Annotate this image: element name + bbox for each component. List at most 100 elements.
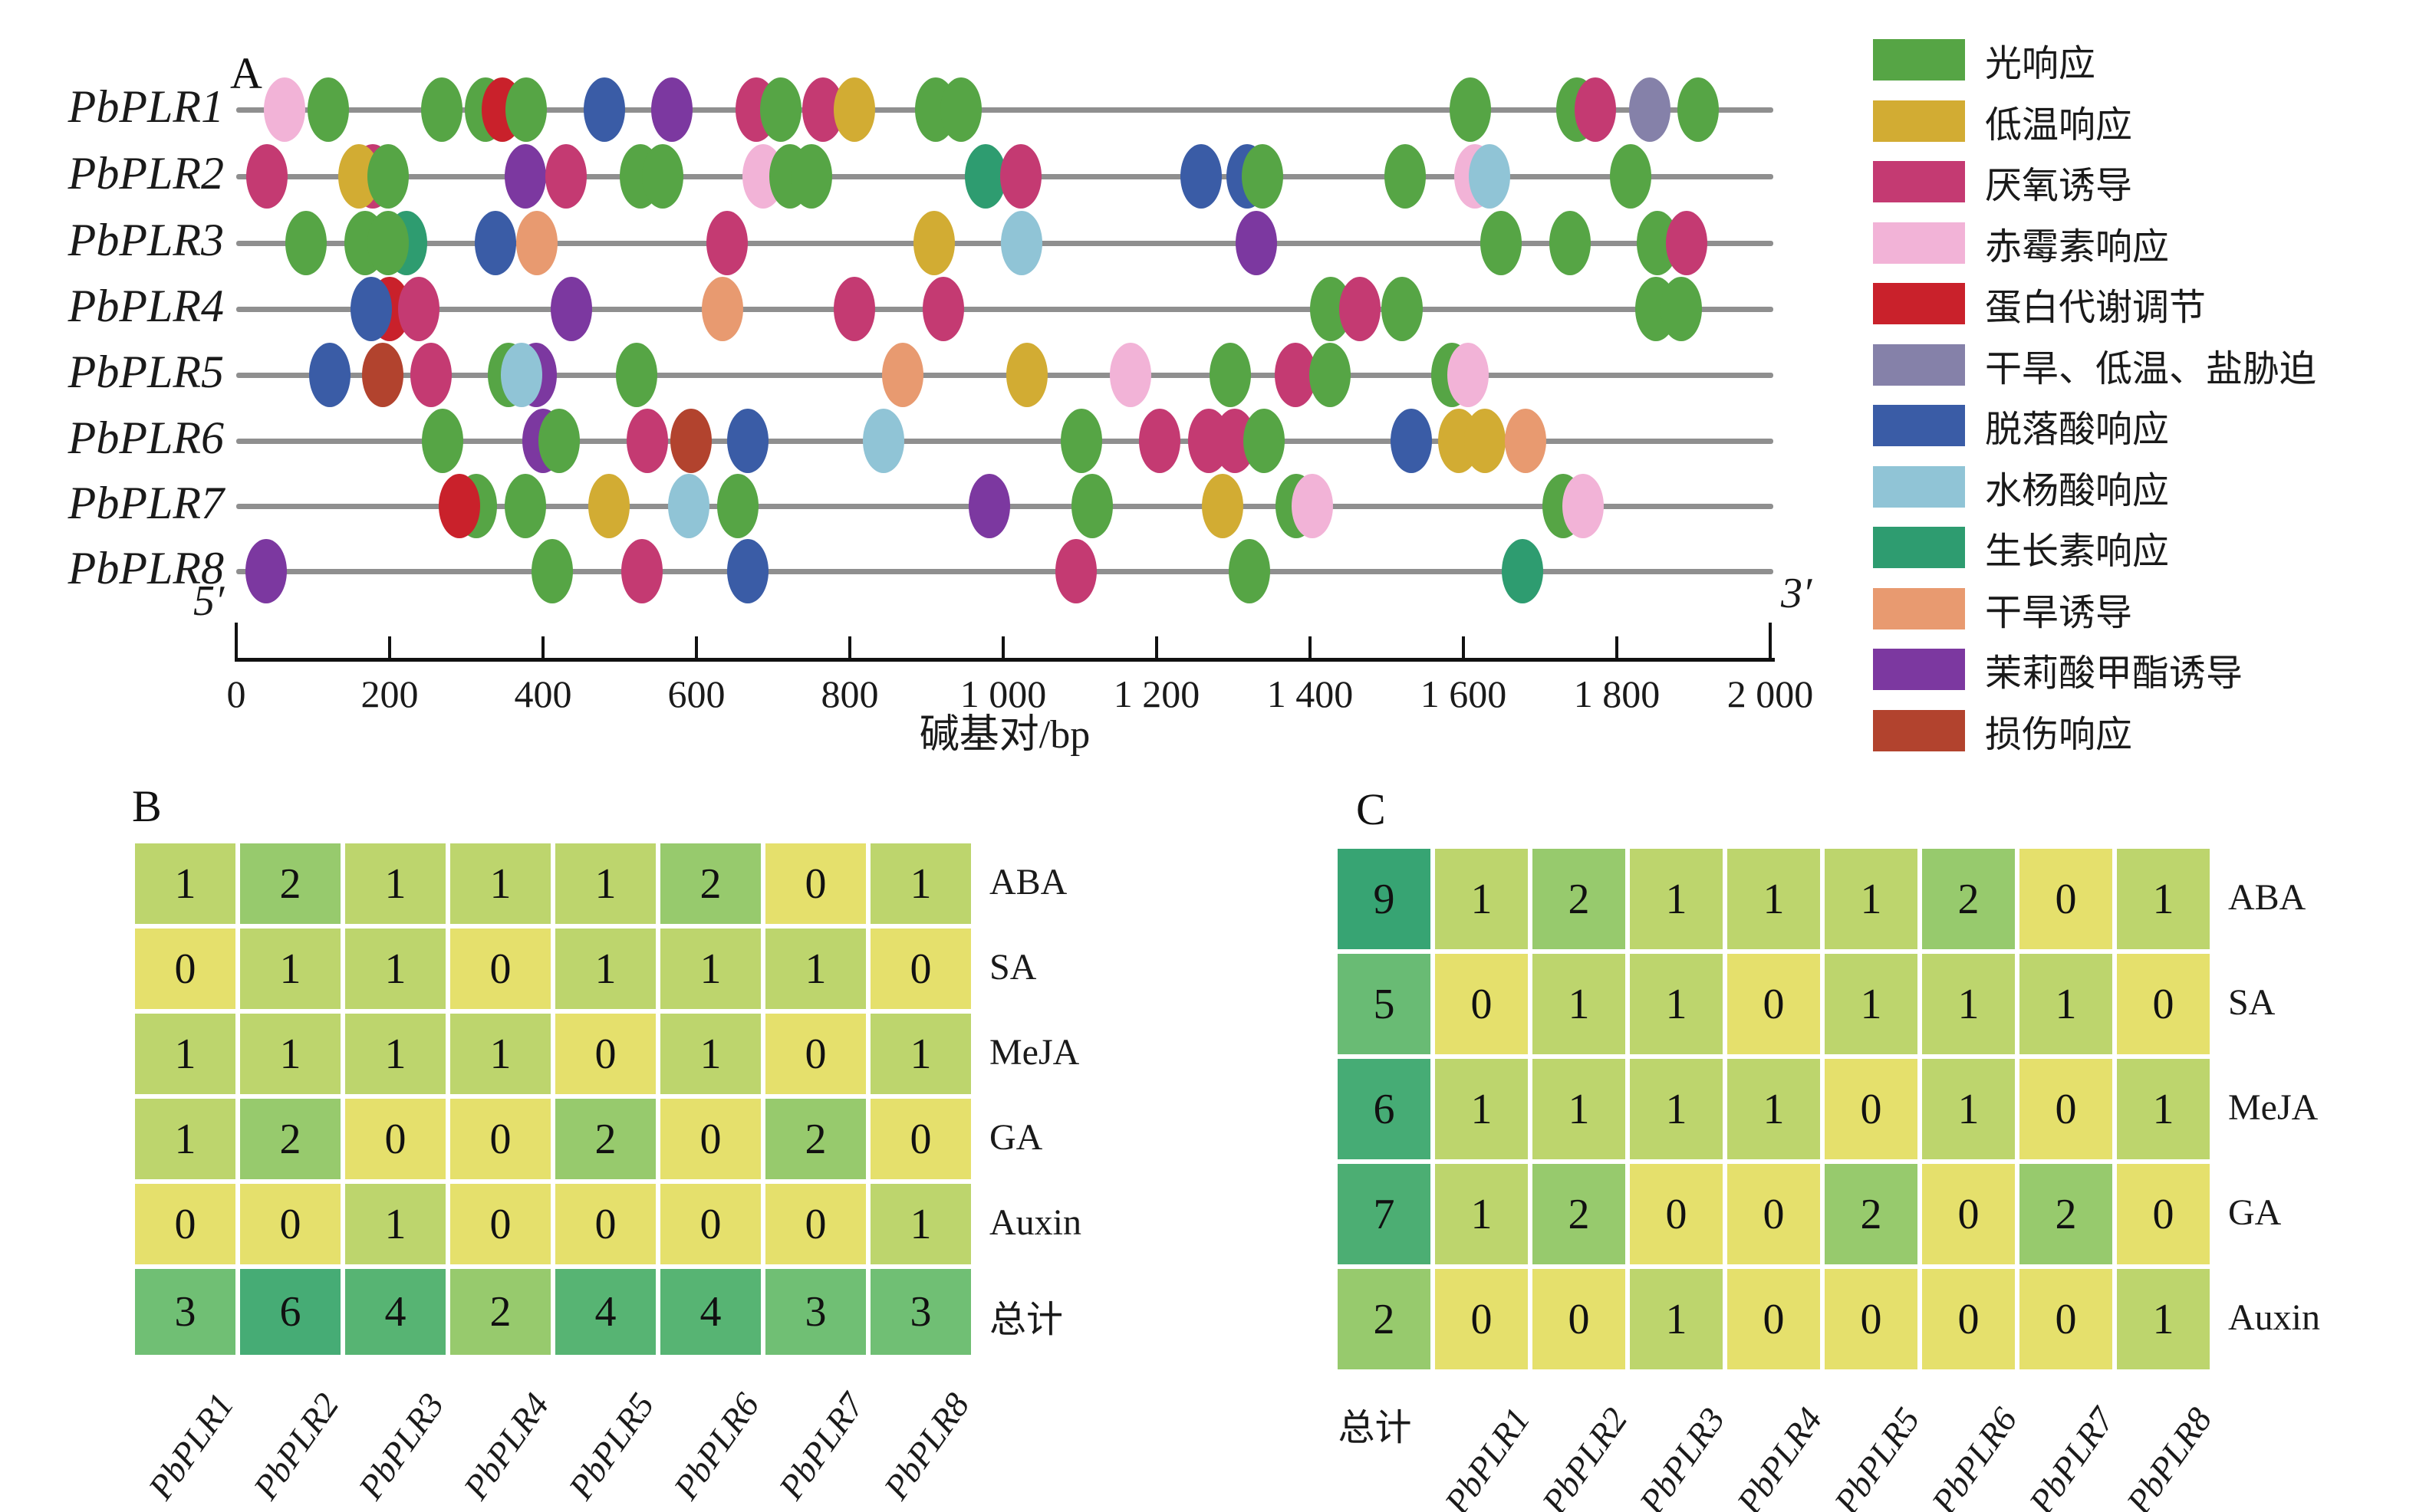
heatmap-cell: 1 [871,1184,971,1264]
heatmap-cell: 2 [555,1099,656,1179]
cis-element-protein [439,474,480,538]
legend-label: 厌氧诱导 [1985,166,2133,206]
cis-element-aba [727,539,769,603]
heatmap-cell: 1 [871,843,971,924]
cis-element-light [1610,144,1651,209]
heatmap-cell: 0 [555,1184,656,1264]
legend-item: 干旱诱导 [1873,582,2132,636]
cis-element-light [940,77,982,142]
axis-title: 碱基对/bp [919,713,1091,757]
cis-element-light [538,409,580,473]
cis-element-light [421,77,462,142]
cis-element-light [760,77,801,142]
heatmap-cell: 0 [1435,1269,1528,1369]
axis-tick-label: 0 [226,672,246,715]
axis-tick-label: 2 000 [1726,672,1814,715]
cis-element-light [308,77,349,142]
cis-element-drought [1505,409,1546,473]
heatmap-cell: 0 [871,1099,971,1179]
cis-element-anaerobic [398,277,439,341]
legend-item: 脱落酸响应 [1873,399,2169,452]
axis-tick [1308,636,1312,658]
heatmap-cell: 0 [871,929,971,1009]
drought-swatch [1873,587,1965,629]
cis-element-light [1061,409,1102,473]
heatmap-cell: 0 [660,1184,761,1264]
heatmap-cell: 1 [345,929,446,1009]
legend-label: 赤霉素响应 [1985,226,2170,268]
axis-tick-label: 1 800 [1573,672,1661,715]
cis-element-meja [245,539,287,603]
legend-label: 低温响应 [1985,104,2133,146]
heatmap-cell: 1 [345,1014,446,1094]
cis-element-light [1677,77,1719,142]
heatmap-row-label: Auxin [2228,1297,2320,1338]
legend-label: 损伤响应 [1985,714,2133,755]
cis-element-aba [584,77,625,142]
heatmap-row-label: Auxin [989,1201,1081,1243]
heatmap-col-label: PbPLR6 [1923,1400,2025,1512]
heatmap-cell: 2 [2019,1164,2112,1264]
heatmap-cell: 3 [765,1269,866,1355]
cis-element-anaerobic [410,343,452,407]
meja-swatch [1873,649,1965,690]
cis-element-meja [651,77,693,142]
gene-line [236,107,1773,113]
heatmap-cell: 1 [135,843,235,924]
legend-label: 生长素响应 [1985,531,2170,572]
heatmap-cell: 2 [240,843,341,924]
heatmap-cell: 1 [240,929,341,1009]
cis-element-light [1549,211,1591,275]
heatmap-row-label: MeJA [2228,1086,2319,1128]
cis-element-cold [1202,474,1243,538]
cis-element-aba [351,277,392,341]
protein-swatch [1873,283,1965,324]
heatmap-cell: 1 [1630,954,1723,1054]
three-prime-label: 3′ [1781,570,1812,617]
legend-label: 干旱诱导 [1985,592,2133,633]
heatmap-cell: 1 [345,1184,446,1264]
cis-element-sa [863,409,904,473]
cis-element-sa [1469,144,1510,209]
five-prime-label: 5′ [193,577,225,625]
cis-element-light [505,474,546,538]
cis-element-sa [668,474,709,538]
cis-element-light [367,144,409,209]
heatmap-cell: 1 [1532,1059,1625,1159]
heatmap-cell: 0 [135,1184,235,1264]
cis-element-sa [1001,211,1042,275]
heatmap-cell: 1 [2117,849,2210,949]
gene-label: PbPLR4 [67,281,224,331]
legend-item: 低温响应 [1873,94,2132,148]
heatmap-cell: 1 [135,1099,235,1179]
cis-element-light [1309,343,1351,407]
cis-element-light [1071,474,1113,538]
heatmap-cell: 2 [765,1099,866,1179]
cis-element-light [285,211,327,275]
legend-item: 厌氧诱导 [1873,155,2132,209]
axis-baseline [235,658,1775,662]
heatmap-cell: 3 [871,1269,971,1355]
cis-element-aba [309,343,351,407]
cis-element-ga [1447,343,1489,407]
heatmap-cell: 0 [660,1099,761,1179]
heatmap-cell: 0 [450,1099,551,1179]
axis-tick [1155,636,1158,658]
heatmap-row-label: SA [989,946,1037,988]
legend-item: 蛋白代谢调节 [1873,277,2206,330]
heatmap-cell: 1 [1630,1059,1723,1159]
cis-element-light [1661,277,1702,341]
heatmap-cell: 1 [871,1014,971,1094]
heatmap-cell: 1 [1825,849,1917,949]
heatmap-row-label: SA [2228,981,2276,1023]
ga-swatch [1873,222,1965,264]
gene-label: PbPLR3 [67,215,224,265]
cis-element-cold [913,211,955,275]
heatmap-cell: 3 [135,1269,235,1355]
heatmap-cell: 0 [765,843,866,924]
cis-element-meja [551,277,592,341]
heatmap-cell: 1 [1630,849,1723,949]
cis-element-anaerobic [1575,77,1616,142]
axis-tick [388,636,391,658]
heatmap-row-label: GA [2228,1192,2282,1233]
